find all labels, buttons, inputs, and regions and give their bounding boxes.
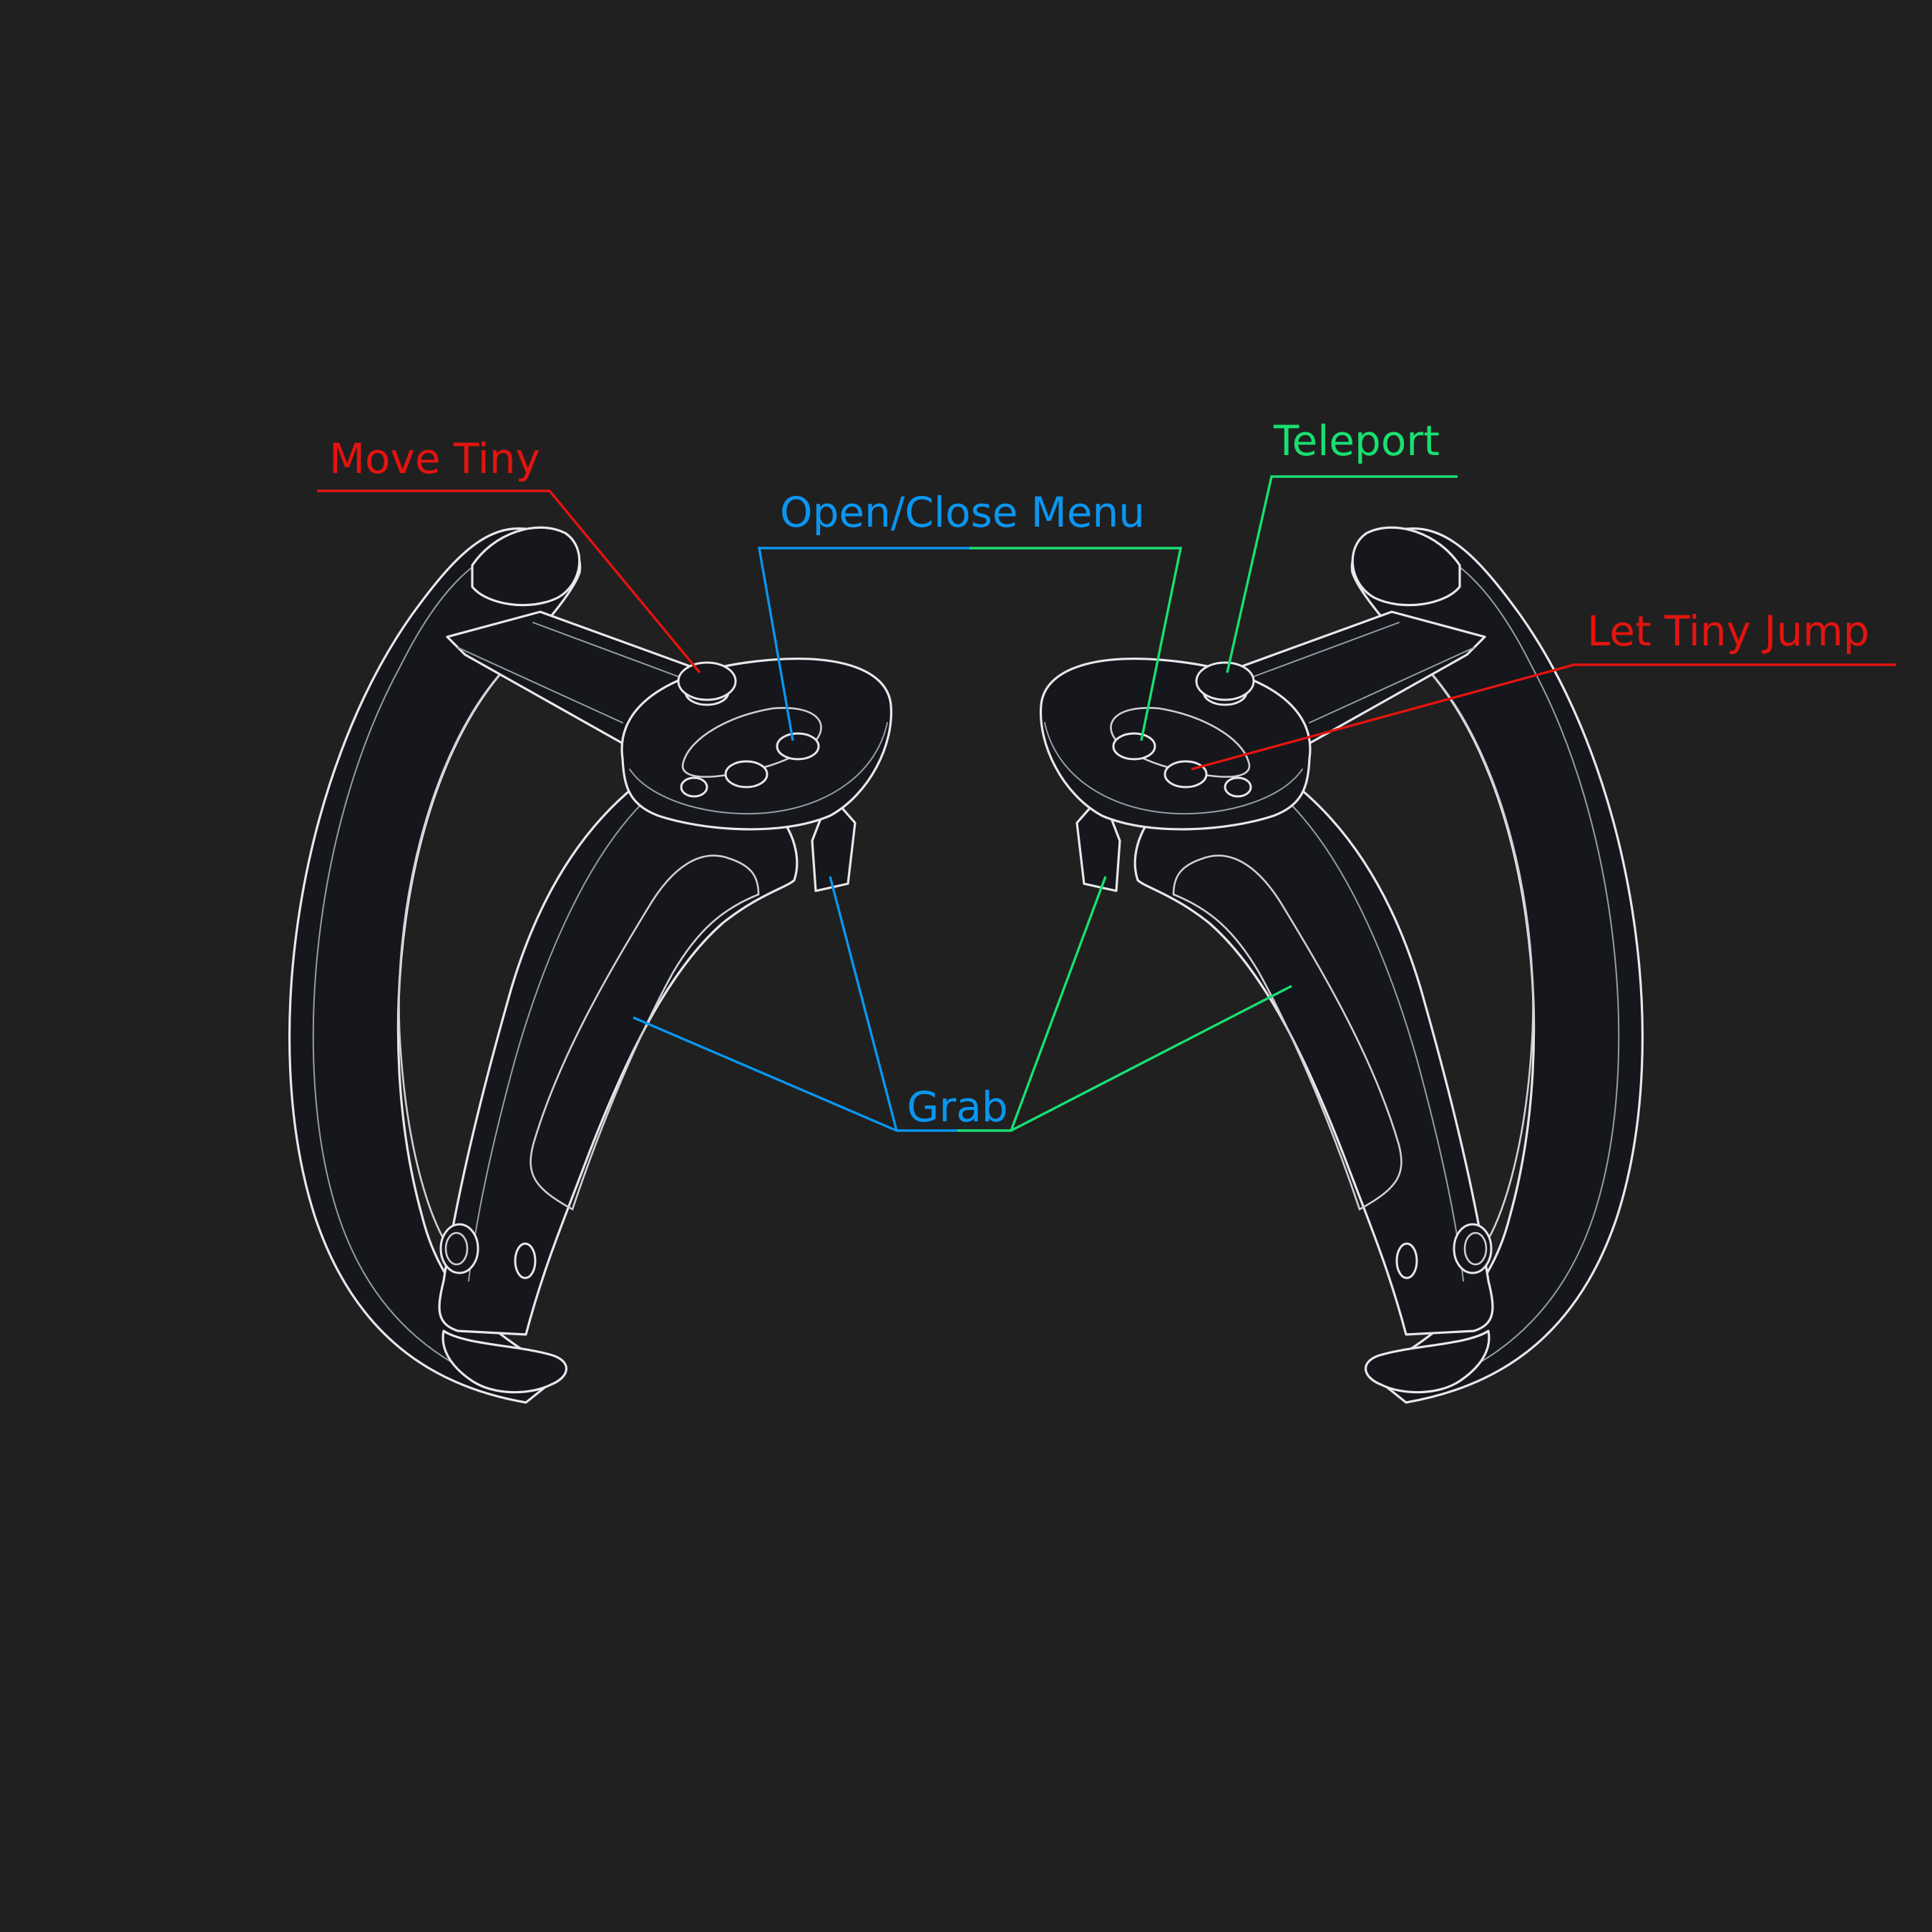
let-tiny-jump-leader xyxy=(1191,663,1896,771)
teleport-label: Teleport xyxy=(1273,416,1440,465)
left-controller-button-a xyxy=(724,760,769,789)
teleport-leader xyxy=(1226,475,1458,673)
left-controller-small-button xyxy=(680,776,708,798)
right-controller-small-button xyxy=(1224,776,1252,798)
open-close-menu-label: Open/Close Menu xyxy=(780,488,1145,537)
left-controller-side-button-inner xyxy=(444,1231,469,1266)
left-controller-system-button xyxy=(514,1242,537,1279)
grab-label: Grab xyxy=(907,1083,1008,1131)
right-controller xyxy=(1039,526,1644,1404)
right-controller-joystick xyxy=(1195,661,1255,701)
left-controller-head-rim xyxy=(629,722,888,815)
grab-leader-left-trigger xyxy=(829,876,898,1131)
right-controller-button-a xyxy=(1163,760,1208,789)
right-controller-system-button xyxy=(1395,1242,1418,1279)
left-controller-grip-pad xyxy=(530,854,760,1211)
left-controller-strap-cap xyxy=(471,526,581,607)
menu-leader-right xyxy=(970,547,1183,741)
let-tiny-jump-label: Let Tiny Jump xyxy=(1587,607,1870,655)
left-controller xyxy=(288,526,893,1404)
move-tiny-label: Move Tiny xyxy=(329,434,540,483)
right-controller-arm-edge xyxy=(1244,622,1475,723)
left-controller-arm-edge xyxy=(457,622,688,723)
left-controller-joystick xyxy=(677,661,737,701)
right-controller-grip xyxy=(1133,775,1494,1336)
grab-leader-right-trigger xyxy=(1010,876,1107,1131)
left-controller-grip xyxy=(438,775,799,1336)
right-controller-grip-pad xyxy=(1172,854,1402,1211)
left-controller-trackpad xyxy=(681,707,822,778)
left-controller-strap-inner xyxy=(398,668,506,1246)
left-controller-strap-edge xyxy=(312,543,534,1392)
right-controller-head-rim xyxy=(1044,722,1303,815)
right-controller-strap-cap xyxy=(1351,526,1461,607)
left-controller-foot xyxy=(441,1330,568,1394)
right-controller-foot xyxy=(1364,1330,1491,1394)
left-controller-grip-edge xyxy=(468,801,645,1282)
right-controller-strap-inner xyxy=(1426,668,1534,1246)
right-controller-button-b xyxy=(1112,732,1156,761)
left-controller-button-b xyxy=(776,732,820,761)
move-tiny-leader xyxy=(317,489,701,674)
right-controller-strap-edge xyxy=(1398,543,1620,1392)
right-controller-grip-edge xyxy=(1287,801,1464,1282)
menu-leader-left xyxy=(757,547,970,741)
right-controller-trackpad xyxy=(1110,707,1251,778)
right-controller-side-button-inner xyxy=(1463,1231,1488,1266)
